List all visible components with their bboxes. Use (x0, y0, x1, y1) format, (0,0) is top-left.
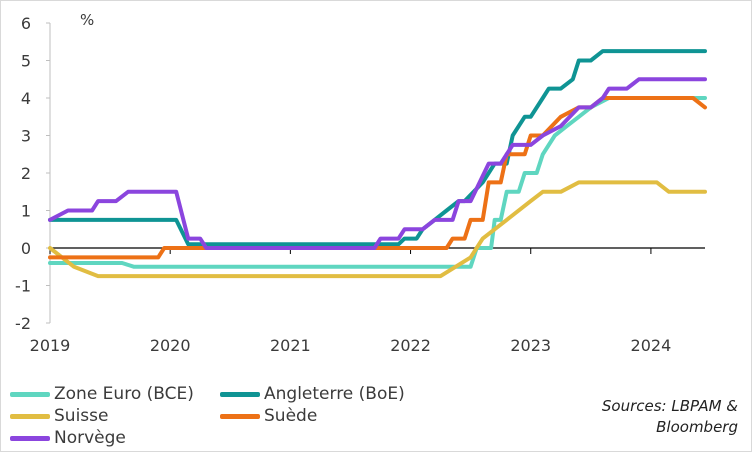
legend-item-norvege: Norvège (10, 428, 126, 448)
legend-label-angleterre: Angleterre (BoE) (264, 384, 405, 404)
source-line-2: Bloomberg (656, 418, 738, 436)
y-tick-label: -1 (15, 277, 31, 296)
series-line-suede (48, 96, 707, 260)
y-axis: 6 5 4 3 2 1 0 -1 -2 (15, 14, 51, 333)
x-tick-label: 2021 (270, 336, 311, 355)
legend-swatch-norvege (10, 435, 50, 441)
legend-label-norvege: Norvège (54, 428, 126, 448)
legend-item-zone-euro: Zone Euro (BCE) (10, 384, 194, 404)
x-tick-label: 2023 (510, 336, 551, 355)
legend-swatch-zone-euro (10, 391, 50, 397)
x-tick-label: 2020 (150, 336, 191, 355)
legend-label-suede: Suède (264, 406, 318, 426)
series-line-norvege (48, 77, 707, 250)
y-tick-label: 0 (21, 239, 31, 258)
legend-swatch-suisse (10, 413, 50, 419)
series-line-suisse (48, 180, 707, 279)
x-tick-label: 2019 (30, 336, 71, 355)
legend-item-angleterre: Angleterre (BoE) (220, 384, 405, 404)
legend-swatch-angleterre (220, 391, 260, 397)
legend-swatch-suede (220, 413, 260, 419)
legend-item-suisse: Suisse (10, 406, 108, 426)
y-tick-label: 1 (21, 202, 31, 221)
x-tick-label: 2024 (631, 336, 672, 355)
y-tick-label: 2 (21, 164, 31, 183)
y-tick-label: -2 (15, 314, 31, 333)
legend-item-suede: Suède (220, 406, 317, 426)
series-line-zone-euro-bce (48, 96, 707, 269)
legend-label-suisse: Suisse (54, 406, 109, 426)
source-note: Sources: LBPAM & Bloomberg (518, 396, 738, 438)
series-lines (48, 49, 707, 279)
x-axis: 2019 2020 2021 2022 2023 2024 (30, 247, 705, 355)
series-line-angleterre-boe (48, 49, 707, 247)
legend-label-zone-euro: Zone Euro (BCE) (54, 384, 194, 404)
y-tick-label: 3 (21, 127, 31, 146)
unit-label: % (80, 11, 94, 29)
x-tick-label: 2022 (390, 336, 431, 355)
y-tick-label: 6 (21, 14, 31, 33)
y-tick-label: 5 (21, 52, 31, 71)
y-tick-label: 4 (21, 89, 31, 108)
source-line-1: Sources: LBPAM & (601, 397, 738, 415)
